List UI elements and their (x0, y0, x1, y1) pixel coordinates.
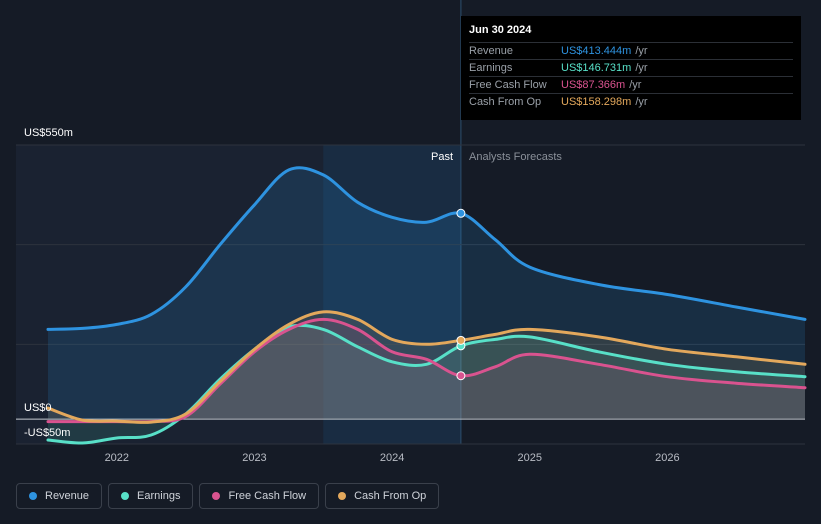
free-cash-flow-marker (456, 371, 466, 381)
tooltip-date: Jun 30 2024 (469, 24, 532, 36)
x-tick-label: 2025 (517, 452, 541, 464)
revenue-marker (456, 208, 466, 218)
legend-label: Free Cash Flow (228, 490, 307, 502)
legend-item-free-cash-flow[interactable]: Free Cash Flow (199, 483, 320, 509)
tooltip-label: Free Cash Flow (469, 79, 547, 91)
tooltip-label: Revenue (469, 45, 514, 57)
earnings-line (46, 323, 807, 445)
legend-label: Revenue (45, 490, 90, 502)
legend-dot-icon (338, 492, 347, 500)
tooltip-value: US$158.298m (561, 96, 632, 108)
tooltip-row-free-cash-flow: Free Cash Flow US$87.366m /yr (469, 76, 793, 93)
legend-label: Earnings (137, 490, 181, 502)
legend-item-earnings[interactable]: Earnings (108, 483, 194, 509)
x-tick-label: 2026 (655, 452, 679, 464)
tooltip-row-cash-from-op: Cash From Op US$158.298m /yr (469, 93, 793, 110)
y-axis-top-label: US$550m (24, 127, 73, 139)
revenue-line (46, 166, 807, 331)
x-tick-label: 2023 (242, 452, 266, 464)
free-cash-flow-area (48, 319, 805, 422)
x-tick-label: 2024 (380, 452, 404, 464)
cash-from-op-line (46, 310, 807, 424)
plot-background (16, 0, 462, 444)
legend-item-revenue[interactable]: Revenue (16, 483, 103, 509)
tooltip-value: US$413.444m (561, 45, 632, 57)
y-axis-bottom-label: -US$50m (24, 427, 70, 439)
past-label: Past (431, 151, 453, 163)
series-lines (46, 166, 807, 445)
legend-dot-icon (121, 492, 130, 500)
legend-dot-icon (212, 492, 221, 500)
y-axis-zero-label: US$0 (24, 402, 52, 414)
earnings-area (48, 325, 805, 444)
x-tick-label: 2022 (105, 452, 129, 464)
tooltip-row-revenue: Revenue US$413.444m /yr (469, 42, 793, 59)
grid-lines (16, 144, 805, 445)
legend-label: Cash From Op (354, 490, 427, 502)
legend-dot-icon (29, 492, 37, 500)
tooltip-value: US$146.731m (561, 62, 632, 74)
legend-item-cash-from-op[interactable]: Cash From Op (325, 483, 440, 509)
tooltip-unit: /yr (635, 62, 648, 74)
tooltip-row-earnings: Earnings US$146.731m /yr (469, 59, 793, 76)
tooltip-unit: /yr (629, 79, 642, 91)
series-markers (456, 208, 466, 381)
tooltip-unit: /yr (635, 45, 648, 57)
tooltip-panel: Jun 30 2024 Revenue US$413.444m /yr Earn… (461, 16, 801, 120)
cash-from-op-area (48, 311, 805, 423)
tooltip-unit: /yr (635, 96, 648, 108)
tooltip-value: US$87.366m (561, 79, 626, 91)
tooltip-label: Cash From Op (469, 96, 542, 108)
tooltip-label: Earnings (469, 62, 513, 74)
axis-text: US$550m US$0 -US$50m Past Analysts Forec… (24, 127, 680, 464)
cash-from-op-marker (456, 335, 466, 345)
chart-legend: Revenue Earnings Free Cash Flow Cash Fro… (16, 483, 440, 509)
forecast-label: Analysts Forecasts (469, 151, 562, 163)
